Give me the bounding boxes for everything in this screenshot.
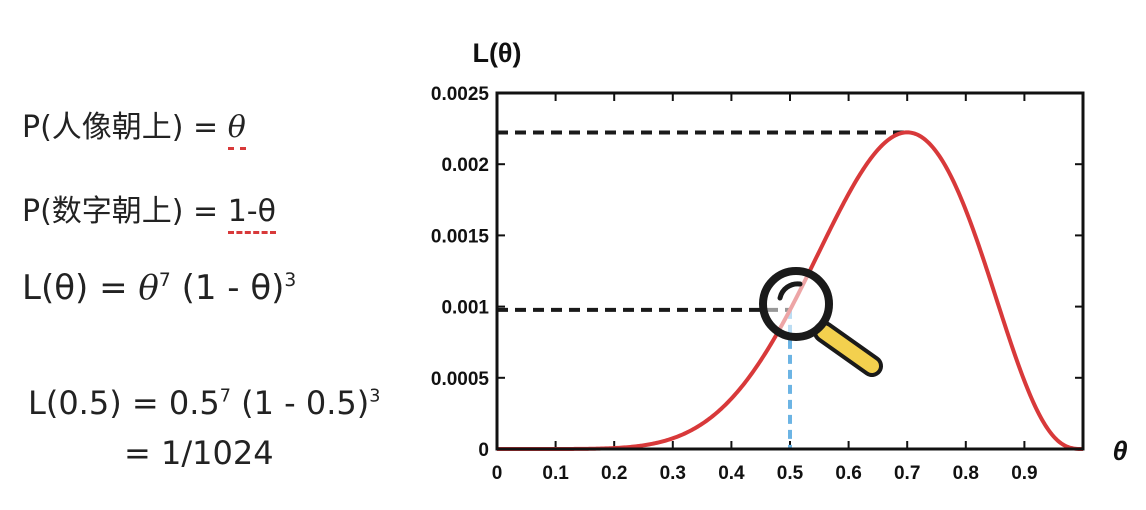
equation-p-head: P(人像朝上) = θ bbox=[22, 102, 442, 150]
y-tick-label: 0.0025 bbox=[431, 84, 490, 105]
likelihood-base: θ bbox=[138, 268, 159, 308]
x-tick-label: 0 bbox=[492, 463, 503, 484]
p-tail-value: 1-θ bbox=[227, 194, 276, 234]
y-axis-label: L(θ) bbox=[472, 38, 521, 68]
y-tick-label: 0.001 bbox=[441, 298, 489, 319]
x-tick-label: 0.3 bbox=[660, 463, 686, 484]
y-tick-label: 0.0005 bbox=[431, 369, 490, 390]
x-tick-label: 0.6 bbox=[835, 463, 861, 484]
magnifier-lens bbox=[759, 267, 833, 341]
example-exp2: 3 bbox=[369, 386, 381, 407]
likelihood-exp1: 7 bbox=[158, 269, 171, 291]
magnifier-icon bbox=[759, 267, 883, 377]
y-tick-labels: 0 0.0005 0.001 0.0015 0.002 0.0025 bbox=[431, 84, 1083, 461]
x-tick-label: 0.7 bbox=[894, 463, 920, 484]
x-tick-labels: 0 0.1 0.2 0.3 0.4 0.5 0.6 0.7 0.8 0.9 bbox=[492, 93, 1038, 484]
x-tick-label: 0.8 bbox=[953, 463, 979, 484]
y-tick-label: 0.002 bbox=[441, 155, 489, 176]
y-tick-label: 0 bbox=[478, 440, 489, 461]
magnifier-glint bbox=[777, 281, 803, 301]
example-lhs: L(0.5) = 0.5 bbox=[28, 384, 220, 422]
example-exp1: 7 bbox=[219, 386, 231, 407]
p-tail-prefix: P(数字朝上) = bbox=[22, 194, 228, 229]
x-tick-label: 0.2 bbox=[601, 463, 627, 484]
magnifier-handle bbox=[817, 325, 879, 373]
p-head-value: θ bbox=[227, 110, 246, 150]
guide-lines bbox=[497, 130, 908, 449]
likelihood-mid: (1 - θ) bbox=[170, 268, 285, 308]
x-tick-label: 0.9 bbox=[1011, 463, 1037, 484]
x-tick-label: 0.1 bbox=[542, 463, 569, 484]
p-head-prefix: P(人像朝上) = bbox=[22, 110, 228, 145]
x-tick-label: 0.5 bbox=[777, 463, 804, 484]
likelihood-exp2: 3 bbox=[284, 269, 297, 291]
x-tick-label: 0.4 bbox=[718, 463, 745, 484]
equation-result: = 1/1024 bbox=[124, 434, 274, 472]
equation-likelihood: L(θ) = θ7 (1 - θ)3 bbox=[22, 268, 442, 308]
equation-p-tail: P(数字朝上) = 1-θ bbox=[22, 186, 442, 234]
y-tick-label: 0.0015 bbox=[431, 226, 490, 247]
equation-example: L(0.5) = 0.57 (1 - 0.5)3 bbox=[28, 384, 448, 422]
plot-frame bbox=[495, 91, 1085, 451]
likelihood-lhs: L(θ) = bbox=[22, 268, 139, 308]
x-axis-label: θ bbox=[1112, 436, 1127, 466]
example-mid: (1 - 0.5) bbox=[230, 384, 370, 422]
